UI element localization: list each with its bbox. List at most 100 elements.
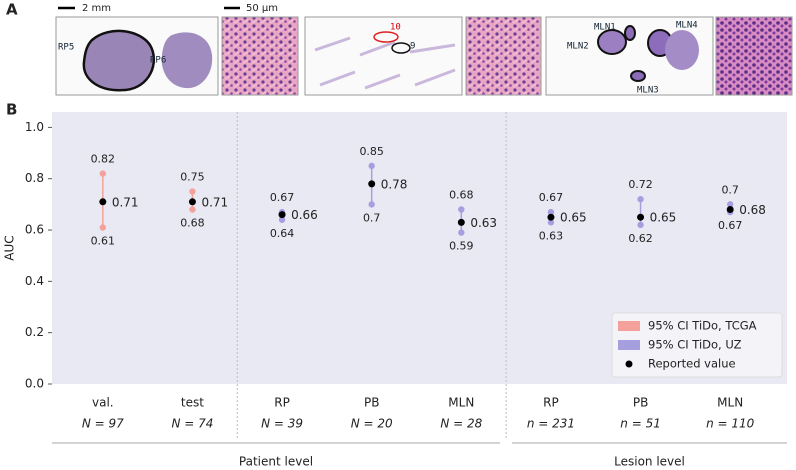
legend-label: 95% CI TiDo, UZ [648,338,742,352]
ci-low-label: 0.62 [628,232,653,245]
value-label: 0.71 [201,195,228,209]
value-label: 0.63 [470,216,497,230]
scale-label: 50 μm [246,3,278,14]
tissue [161,32,213,89]
legend-label: 95% CI TiDo, TCGA [648,319,757,333]
x-tick-label: val. [92,396,114,410]
value-label: 0.78 [381,177,408,191]
panel-label: B [6,101,17,119]
x-tick-label: RP [543,396,559,410]
tissue [630,70,646,82]
count-label: N = 97 [82,417,124,431]
reported-dot [99,198,107,206]
histology-image [221,16,299,96]
ci-low-label: 0.68 [180,217,205,230]
y-tick-label: 1.0 [25,120,44,134]
histology-image [715,16,793,96]
region [373,31,399,43]
annotation: MLN2 [567,42,589,52]
count-label: n = 110 [706,417,755,431]
y-tick-label: 0.2 [25,325,44,339]
y-tick-label: 0.0 [25,377,44,391]
x-tick-label: test [181,396,204,410]
legend-label: Reported value [648,357,736,371]
group-label: Lesion level [614,455,685,469]
reported-dot [547,213,555,221]
y-axis-label: AUC [3,235,17,260]
annotation: RP5 [58,43,74,53]
ci-high-label: 0.85 [359,145,384,158]
ci-high-label: 0.67 [539,191,564,204]
reported-dot [726,206,734,214]
value-label: 0.66 [291,208,318,222]
tissue [82,29,156,92]
reported-dot [278,211,286,219]
ci-low-label: 0.7 [363,211,381,224]
reported-dot [637,213,645,221]
reported-dot [368,180,376,188]
ci-low-label: 0.59 [449,240,474,253]
ci-high-label: 0.68 [449,189,474,202]
ci-high [189,188,196,195]
value-label: 0.71 [112,195,139,209]
ci-high-label: 0.75 [180,171,205,184]
annotation: MLN4 [676,21,698,31]
annotation: MLN3 [637,86,659,96]
y-tick-label: 0.6 [25,223,44,237]
legend-box [611,312,783,378]
ci-high-label: 0.72 [628,178,653,191]
ci-low [278,216,286,223]
legend-swatch [618,340,640,350]
histology-image [465,16,542,96]
count-label: n = 231 [527,417,575,431]
count-label: N = 28 [440,417,482,431]
value-label: 0.65 [560,211,587,225]
ci-high [99,170,107,177]
annotation: 9 [410,42,415,52]
y-tick-label: 0.4 [25,274,44,288]
ci-high [368,162,375,170]
count-label: N = 39 [261,417,303,431]
panel-a: A 2 mm 50 μm RP5 RP6 10 9 MLN1 MLN2 MLN3 [6,1,793,96]
ci-high-label: 0.67 [270,191,295,204]
x-tick-label: PB [633,396,648,410]
region [391,42,411,54]
ci-low [547,219,555,226]
ci-high-label: 0.7 [721,183,739,196]
ci-high [458,206,465,213]
scale-label: 2 mm [82,3,111,14]
ci-low [99,224,107,231]
ci-high [637,196,644,203]
reported-dot [457,218,465,226]
x-tick-label: RP [274,396,290,410]
count-label: N = 74 [171,417,213,431]
group-label: Patient level [239,455,313,469]
legend-swatch [618,321,640,331]
ci-high-label: 0.82 [91,153,116,166]
panel-label: A [6,1,18,19]
legend-marker [625,360,633,368]
count-label: n = 51 [620,417,661,431]
ci-low-label: 0.67 [718,219,743,232]
annotation: 10 [390,23,401,33]
ci-low [368,201,375,208]
ci-high [726,201,734,208]
value-label: 0.65 [650,211,677,225]
annotation: MLN1 [594,23,616,33]
ci-low-label: 0.64 [270,227,295,240]
value-label: 0.68 [739,203,766,217]
tissue [314,36,456,90]
ci-low [458,229,465,236]
tissue [597,29,627,55]
ci-low [189,206,196,213]
ci-low-label: 0.63 [539,229,564,242]
annotation: RP6 [150,56,166,66]
x-tick-label: PB [364,396,379,410]
tissue [665,30,699,70]
y-tick-label: 0.8 [25,171,44,185]
legend: 95% CI TiDo, TCGA 95% CI TiDo, UZ Reported… [611,312,783,378]
tissue [624,25,636,41]
x-tick-label: MLN [717,396,743,410]
reported-dot [188,198,196,206]
